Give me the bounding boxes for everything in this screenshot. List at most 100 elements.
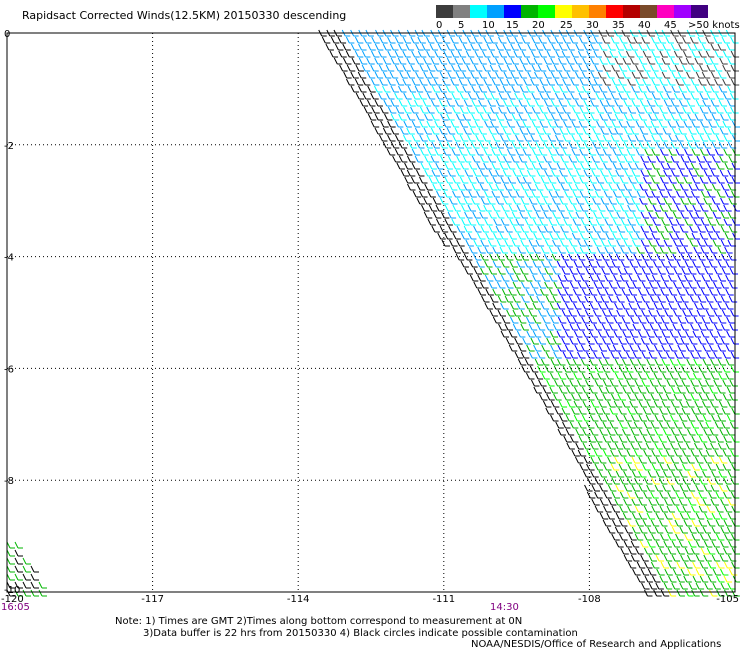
wind-barb (592, 197, 601, 205)
wind-barb (571, 232, 581, 240)
wind-barb (366, 57, 375, 65)
wind-barb (673, 50, 683, 58)
wind-barb (571, 449, 580, 457)
wind-barb (599, 141, 608, 149)
wind-barb (659, 134, 668, 142)
wind-barb (729, 267, 739, 275)
wind-barb (715, 218, 725, 226)
wind-barb (645, 344, 655, 352)
wind-barb (371, 50, 380, 58)
wind-barb (713, 393, 722, 401)
wind-barb (648, 582, 658, 590)
wind-barb (566, 85, 575, 93)
wind-barb (670, 414, 679, 422)
wind-barb (548, 274, 558, 282)
wind-barb (668, 260, 677, 268)
wind-barb (675, 106, 684, 114)
wind-barb (608, 295, 617, 303)
wind-barb (627, 477, 636, 485)
wind-barb (538, 162, 548, 170)
wind-barb (521, 36, 530, 44)
wind-barb (709, 589, 718, 597)
wind-barb (395, 106, 405, 114)
wind-barb (698, 78, 707, 86)
wind-barb (663, 99, 673, 107)
wind-barb (495, 183, 504, 191)
wind-barb (490, 92, 500, 100)
wind-barb (638, 498, 647, 506)
wind-barb (611, 260, 621, 268)
wind-barb (710, 400, 719, 408)
wind-barb (679, 470, 688, 478)
wind-barb (456, 211, 466, 219)
wind-barb (514, 78, 523, 86)
wind-barb (427, 78, 436, 86)
wind-barb (540, 358, 550, 366)
wind-barb (703, 57, 712, 65)
wind-barb (552, 197, 561, 205)
wind-barb (512, 295, 521, 303)
wind-barb (685, 386, 695, 394)
wind-barb (495, 169, 504, 177)
wind-barb (672, 211, 682, 219)
wind-barb (527, 71, 536, 79)
wind-barb (627, 463, 636, 471)
wind-barb (609, 267, 618, 275)
wind-barb (457, 50, 467, 58)
wind-barb (596, 260, 605, 268)
wind-barb (487, 71, 497, 79)
wind-barb (586, 421, 595, 429)
wind-barb (715, 491, 724, 499)
wind-barb (721, 309, 731, 317)
wind-barb (689, 225, 698, 233)
wind-barb (462, 43, 472, 51)
wind-barb (519, 211, 528, 219)
wind-barb (491, 162, 500, 170)
wind-barb (551, 253, 561, 261)
wind-barb (526, 99, 535, 107)
wind-barb (713, 281, 722, 289)
wind-barb (417, 50, 427, 58)
wind-barb (439, 169, 448, 177)
wind-barb (547, 120, 557, 128)
wind-barb (516, 330, 526, 338)
wind-barb (529, 365, 539, 373)
wind-barb (608, 127, 617, 135)
wind-barb (687, 253, 697, 261)
wind-barb (333, 57, 343, 65)
wind-barb (685, 442, 695, 450)
wind-barb (591, 155, 600, 163)
wind-barb (634, 176, 644, 184)
wind-barb (623, 113, 633, 121)
wind-barb (670, 442, 679, 450)
wind-barb (568, 155, 577, 163)
wind-barb (370, 78, 380, 86)
wind-barb (645, 372, 655, 380)
wind-barb (675, 491, 684, 499)
wind-barb (615, 197, 624, 205)
wind-barb (483, 204, 492, 212)
wind-barb (526, 85, 535, 93)
wind-barb (626, 120, 635, 128)
wind-barb (726, 71, 736, 79)
wind-barb (675, 78, 684, 86)
wind-barb (674, 477, 683, 485)
wind-barb (416, 197, 425, 205)
wind-barb (426, 120, 435, 128)
wind-barb (638, 85, 647, 93)
wind-barb (562, 351, 572, 359)
wind-barb (675, 232, 684, 240)
wind-barb (611, 533, 620, 541)
wind-barb (638, 400, 648, 408)
wind-barb (707, 533, 717, 541)
wind-barb (723, 218, 733, 226)
wind-barb (628, 288, 638, 296)
wind-barb (699, 92, 708, 100)
wind-barb (428, 204, 438, 212)
wind-barb (668, 288, 678, 296)
wind-barb (400, 169, 410, 177)
wind-barb (517, 246, 526, 254)
wind-barb (598, 414, 607, 422)
wind-barb (671, 386, 680, 394)
